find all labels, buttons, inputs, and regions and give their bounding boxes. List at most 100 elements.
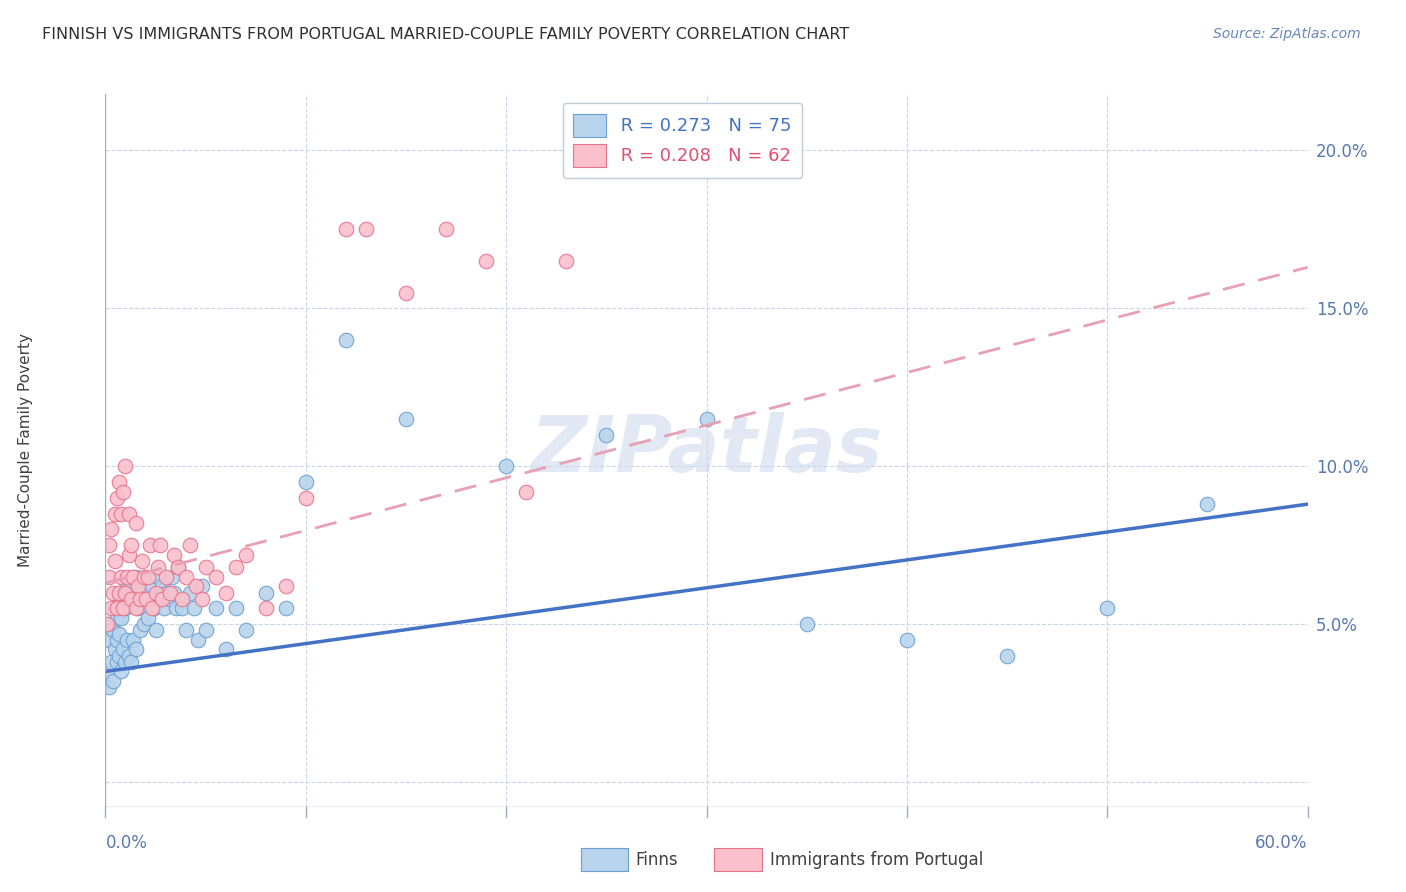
Point (124, 642, 146, 657)
Point (118, 648, 141, 663)
Point (696, 412, 718, 426)
Point (127, 579, 149, 593)
Point (274, 601, 297, 615)
Point (515, 484, 537, 499)
Point (146, 560, 169, 574)
Point (118, 507, 141, 521)
Point (214, 585, 236, 599)
Point (122, 570, 145, 584)
Point (124, 570, 146, 584)
Point (165, 601, 187, 615)
Point (495, 459, 517, 474)
Point (108, 475, 131, 489)
Point (107, 611, 129, 625)
Point (98, 680, 121, 694)
Point (121, 538, 143, 552)
Point (141, 601, 163, 615)
Point (110, 507, 132, 521)
Point (108, 648, 131, 663)
Point (103, 585, 125, 599)
Point (100, 655, 122, 669)
Point (162, 548, 184, 562)
Point (96, 665, 118, 679)
Point (1097, 601, 1119, 615)
Point (335, 333, 357, 347)
Point (98, 632, 121, 647)
Point (170, 591, 193, 606)
Point (194, 624, 217, 638)
Point (122, 632, 145, 647)
Point (136, 611, 159, 625)
Point (110, 611, 132, 625)
Point (395, 285, 418, 300)
Point (121, 655, 143, 669)
Point (183, 601, 205, 615)
FancyBboxPatch shape (714, 848, 762, 871)
Point (128, 624, 150, 638)
Point (107, 601, 129, 615)
Point (124, 601, 146, 615)
Text: ZIPatlas: ZIPatlas (530, 412, 883, 489)
Point (145, 585, 167, 599)
Point (96, 617, 118, 632)
Point (142, 601, 165, 615)
Point (159, 591, 181, 606)
Point (112, 642, 135, 657)
Text: 60.0%: 60.0% (1256, 834, 1308, 852)
Point (295, 491, 318, 505)
Point (131, 554, 153, 568)
Point (127, 601, 149, 615)
Text: FINNISH VS IMMIGRANTS FROM PORTUGAL MARRIED-COUPLE FAMILY POVERTY CORRELATION CH: FINNISH VS IMMIGRANTS FROM PORTUGAL MARR… (42, 27, 849, 42)
Point (121, 579, 143, 593)
Point (114, 655, 136, 669)
Point (117, 632, 139, 647)
Point (179, 538, 201, 552)
Point (159, 585, 181, 599)
Text: Immigrants from Portugal: Immigrants from Portugal (770, 851, 984, 869)
Point (107, 655, 129, 669)
Point (160, 570, 183, 584)
Point (995, 648, 1018, 663)
Point (595, 427, 617, 442)
Point (138, 538, 160, 552)
Point (150, 591, 173, 606)
Point (190, 579, 212, 593)
Point (110, 665, 132, 679)
Point (112, 601, 135, 615)
Point (135, 570, 157, 584)
Point (104, 642, 127, 657)
Point (152, 601, 174, 615)
FancyBboxPatch shape (581, 848, 628, 871)
Point (225, 560, 247, 574)
Point (354, 222, 377, 236)
Point (190, 591, 212, 606)
Point (896, 632, 918, 647)
Point (114, 585, 136, 599)
Point (122, 591, 145, 606)
Point (254, 585, 277, 599)
Point (108, 626, 131, 640)
Point (107, 632, 129, 647)
Point (179, 585, 201, 599)
Point (170, 601, 193, 615)
Point (214, 642, 236, 657)
Text: Source: ZipAtlas.com: Source: ZipAtlas.com (1213, 27, 1361, 41)
Point (475, 254, 498, 268)
Point (194, 560, 217, 574)
Point (796, 617, 818, 632)
Point (235, 624, 257, 638)
Point (104, 554, 127, 568)
Point (434, 222, 457, 236)
Point (187, 632, 209, 647)
Point (295, 475, 318, 489)
Point (335, 222, 357, 236)
Point (114, 601, 136, 615)
Point (112, 585, 135, 599)
Point (254, 601, 277, 615)
Point (174, 624, 197, 638)
Point (118, 591, 141, 606)
Point (117, 570, 139, 584)
Point (104, 507, 127, 521)
Point (103, 673, 125, 688)
Point (103, 624, 125, 638)
